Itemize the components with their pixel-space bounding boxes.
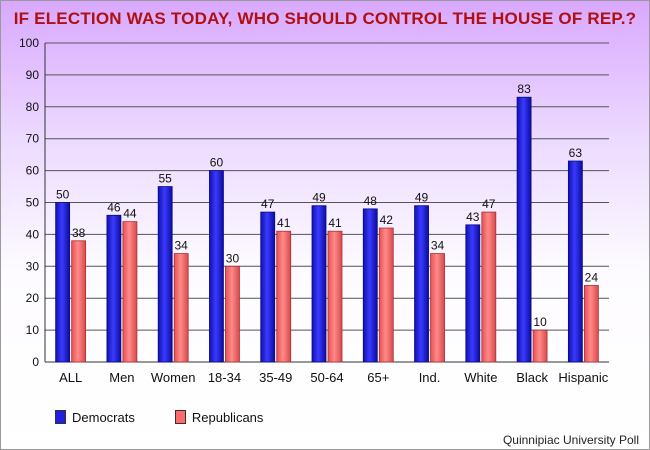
y-tick-label: 60 <box>26 164 40 178</box>
x-tick-label: 65+ <box>367 370 389 385</box>
data-label: 41 <box>277 216 291 230</box>
bar-democrats-ind <box>414 205 429 363</box>
bar-republicans-white <box>481 211 497 363</box>
bar-democrats-women <box>157 186 173 363</box>
data-label: 42 <box>380 213 394 227</box>
bar-democrats-hispanic <box>567 160 583 363</box>
data-label: 47 <box>482 197 496 211</box>
y-tick-label: 80 <box>26 100 40 114</box>
data-label: 83 <box>517 82 531 96</box>
bar-republicans-65 <box>378 227 394 363</box>
x-tick-label: Women <box>151 370 196 385</box>
data-label: 44 <box>123 207 137 221</box>
source-credit: Quinnipiac University Poll <box>502 433 639 447</box>
data-label: 43 <box>466 210 480 224</box>
legend-item-democrats: Democrats <box>55 410 135 425</box>
legend-item-republicans: Republicans <box>174 409 264 425</box>
x-tick-label: 18-34 <box>208 370 241 385</box>
bar-republicans-black <box>532 329 548 363</box>
legend-label-democrats: Democrats <box>72 409 135 425</box>
bar-republicans-hispanic <box>583 285 599 363</box>
bar-republicans-men <box>122 221 138 363</box>
data-label: 47 <box>261 197 275 211</box>
y-tick-label: 100 <box>19 36 39 50</box>
x-tick-label: Black <box>516 370 548 385</box>
x-tick-label: Ind. <box>419 370 441 385</box>
bar-democrats-white <box>465 224 481 363</box>
bar-republicans-1834 <box>225 265 240 363</box>
data-label: 50 <box>56 188 70 202</box>
bar-democrats-3549 <box>260 211 276 363</box>
y-tick-label: 90 <box>26 68 40 82</box>
bar-republicans-all <box>71 240 87 363</box>
x-tick-label: ALL <box>59 370 82 385</box>
y-tick-label: 70 <box>26 132 40 146</box>
y-tick-label: 10 <box>26 323 40 337</box>
y-tick-label: 40 <box>26 227 40 241</box>
data-label: 63 <box>569 146 583 160</box>
y-tick-label: 0 <box>32 355 39 369</box>
legend-label-republicans: Republicans <box>191 409 264 425</box>
bar-democrats-black <box>516 96 532 363</box>
bar-republicans-3549 <box>276 230 292 363</box>
chart-legend: Democrats Republicans <box>55 409 303 425</box>
bar-democrats-5064 <box>311 205 327 363</box>
chart-title: IF ELECTION WAS TODAY, WHO SHOULD CONTRO… <box>13 9 637 28</box>
x-tick-label: Hispanic <box>558 370 608 385</box>
y-tick-label: 20 <box>26 291 40 305</box>
data-label: 46 <box>107 200 121 214</box>
data-label: 10 <box>533 315 547 329</box>
bar-democrats-65 <box>362 208 378 363</box>
data-label: 30 <box>226 251 240 265</box>
data-label: 34 <box>431 239 445 253</box>
data-label: 24 <box>585 270 599 284</box>
x-tick-label: Men <box>109 370 134 385</box>
data-label: 48 <box>364 194 378 208</box>
bar-republicans-women <box>173 253 189 363</box>
data-label: 60 <box>210 156 224 170</box>
bar-republicans-ind <box>430 253 445 363</box>
y-tick-label: 30 <box>26 259 40 273</box>
data-label: 38 <box>72 226 86 240</box>
data-label: 41 <box>328 216 342 230</box>
x-tick-label: 35-49 <box>259 370 292 385</box>
bar-democrats-1834 <box>209 170 224 363</box>
y-tick-label: 50 <box>26 196 40 210</box>
x-tick-label: 50-64 <box>310 370 343 385</box>
data-label: 34 <box>175 239 189 253</box>
data-label: 49 <box>415 191 429 205</box>
x-tick-label: White <box>464 370 497 385</box>
legend-swatch-republicans <box>174 410 186 424</box>
data-label: 49 <box>312 191 326 205</box>
data-label: 55 <box>159 172 173 186</box>
legend-swatch-democrats <box>55 410 66 424</box>
bar-democrats-all <box>55 202 71 363</box>
bar-republicans-5064 <box>327 230 343 363</box>
bar-democrats-men <box>106 214 122 363</box>
